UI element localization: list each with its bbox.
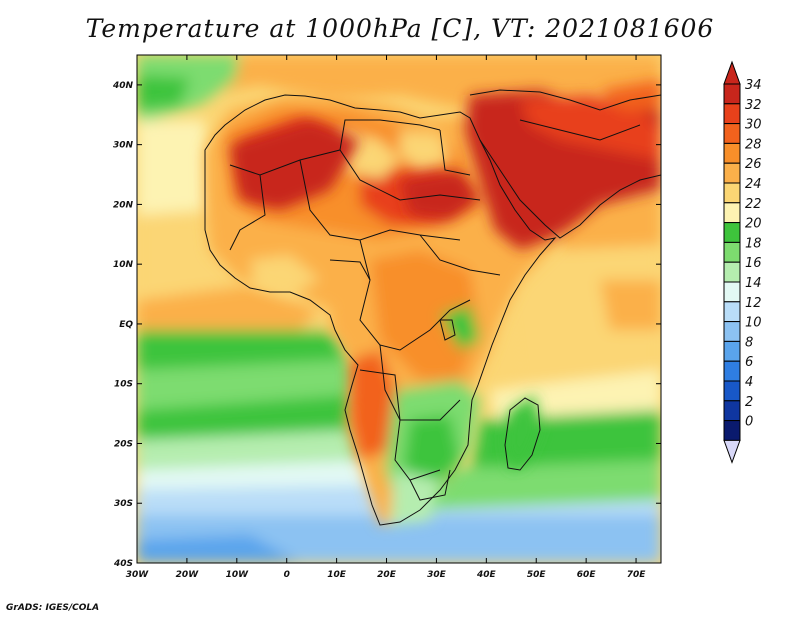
colorbar-bottom-arrow (723, 439, 741, 464)
lat-tick-label: 40S (113, 559, 133, 569)
colorbar-label: 14 (745, 276, 762, 291)
colorbar-segment (723, 123, 741, 144)
colorbar-label: 6 (745, 355, 753, 370)
lon-tick-label: 40E (476, 570, 497, 580)
colorbar-segment (723, 202, 741, 224)
colorbar-label: 0 (745, 415, 753, 430)
colorbar-label: 4 (745, 375, 753, 390)
lon-tick-label: 30W (126, 570, 150, 580)
colorbar-segment (723, 222, 741, 243)
lat-tick-label: 10N (113, 260, 134, 270)
colorbar-label: 26 (745, 157, 762, 172)
map-axes: 30W 20W 10W 0 10E 20E 30E 40E 50E 60E 70E 40N 30N 20N… (112, 55, 661, 580)
colorbar-label: 24 (745, 177, 762, 192)
colorbar-segment (723, 162, 741, 184)
lon-tick-label: 10E (327, 570, 347, 580)
colorbar-label: 22 (745, 197, 762, 212)
colorbar-label: 12 (745, 296, 762, 311)
colorbar-segment (723, 182, 741, 204)
lon-tick-label: 60E (577, 570, 597, 580)
lon-tick-label: 10W (226, 570, 250, 580)
temperature-field (137, 55, 661, 563)
colorbar-segment (723, 360, 741, 382)
lon-tick-label: 20W (176, 570, 200, 580)
lat-tick-label: 40N (112, 81, 134, 91)
colorbar-label: 8 (745, 335, 753, 350)
colorbar-segment (723, 83, 741, 105)
colorbar-label: 30 (745, 118, 762, 133)
colorbar-label: 34 (745, 78, 762, 93)
colorbar-label: 18 (745, 236, 762, 251)
colorbar-segment (723, 142, 741, 164)
colorbar-label: 28 (745, 137, 762, 152)
colorbar-label: 32 (745, 98, 762, 113)
colorbar-label: 10 (745, 316, 762, 331)
lat-tick-label: 10S (114, 380, 133, 390)
lat-tick-label: 20N (113, 200, 134, 210)
colorbar-segment (723, 281, 741, 303)
colorbar-segment (723, 340, 741, 362)
colorbar-segment (723, 103, 741, 125)
lon-tick-label: 70E (627, 570, 647, 580)
lon-tick-label: 0 (284, 570, 290, 580)
credit-text: GrADS: IGES/COLA (6, 603, 100, 613)
colorbar-segment (723, 261, 741, 283)
lat-tick-label: 30N (113, 141, 134, 151)
colorbar-segment (723, 400, 741, 422)
colorbar-label: 20 (745, 217, 762, 232)
lon-tick-label: 30E (427, 570, 447, 580)
colorbar-label: 16 (745, 256, 762, 271)
lon-tick-label: 20E (377, 570, 397, 580)
lat-tick-label: 30S (114, 499, 133, 509)
colorbar-segment (723, 420, 741, 441)
lat-tick-label: EQ (119, 320, 133, 330)
lon-tick-label: 50E (527, 570, 547, 580)
map-frame (136, 54, 662, 564)
colorbar-segment (723, 321, 741, 342)
colorbar-label: 2 (745, 395, 753, 410)
colorbar-segment (723, 301, 741, 323)
lat-tick-label: 20S (114, 439, 133, 449)
colorbar-top-arrow (723, 60, 741, 85)
colorbar-segment (723, 380, 741, 402)
coastlines (204, 89, 661, 526)
map-title: Temperature at 1000hPa [C], VT: 20210816… (85, 14, 715, 43)
colorbar-segment (723, 241, 741, 263)
